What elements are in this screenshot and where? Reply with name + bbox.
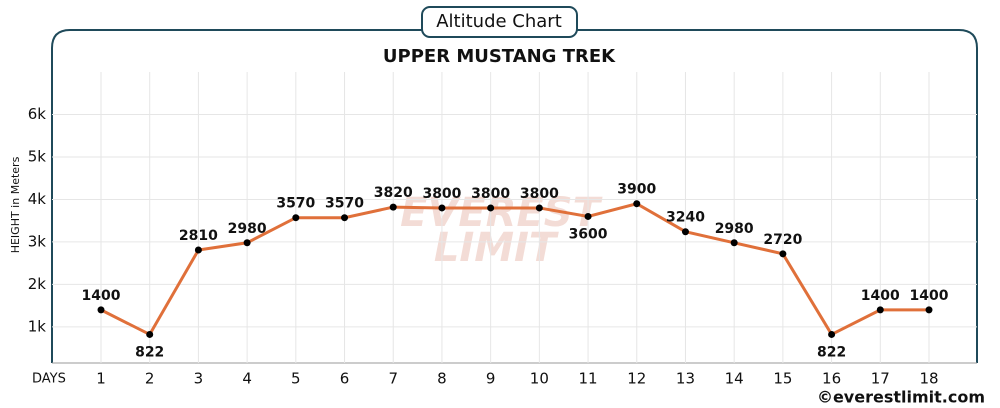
x-axis-label: DAYS <box>32 372 66 387</box>
data-label: 3800 <box>520 186 559 202</box>
marker <box>438 204 446 212</box>
data-label: 3600 <box>569 226 608 242</box>
x-tick-label: 2 <box>145 370 155 388</box>
marker <box>779 250 787 258</box>
x-tick-label: 14 <box>725 370 744 388</box>
x-tick-label: 12 <box>627 370 646 388</box>
data-label: 2810 <box>179 228 218 244</box>
y-tick-label: 2k <box>28 275 47 293</box>
x-tick-label: 8 <box>437 370 447 388</box>
chart-title: UPPER MUSTANG TREK <box>383 46 616 67</box>
y-axis-label: HEIGHT in Meters <box>9 156 22 253</box>
footer: ©everestlimit.com <box>817 388 985 407</box>
data-label: 3240 <box>666 210 705 226</box>
marker <box>292 214 300 222</box>
data-label: 822 <box>817 344 846 360</box>
data-label: 1400 <box>82 288 121 304</box>
header-box <box>421 6 578 38</box>
x-tick-label: 1 <box>96 370 106 388</box>
x-tick-label: 18 <box>919 370 938 388</box>
data-label: 1400 <box>861 288 900 304</box>
data-label: 3570 <box>325 196 364 212</box>
marker <box>97 306 105 314</box>
x-tick-label: 9 <box>486 370 496 388</box>
y-tick-label: 6k <box>28 105 47 123</box>
data-label: 2980 <box>228 221 267 237</box>
data-label: 3820 <box>374 185 413 201</box>
x-tick-label: 15 <box>773 370 792 388</box>
marker <box>535 204 543 212</box>
marker <box>243 239 251 247</box>
data-label: 3800 <box>422 186 461 202</box>
marker <box>487 204 495 212</box>
marker <box>730 239 738 247</box>
marker <box>146 330 154 338</box>
y-tick-label: 3k <box>28 232 47 250</box>
x-tick-label: 3 <box>194 370 204 388</box>
x-tick-label: 5 <box>291 370 301 388</box>
data-label: 3800 <box>471 186 510 202</box>
data-label: 822 <box>135 344 164 360</box>
data-label: 3570 <box>276 196 315 212</box>
marker <box>828 330 836 338</box>
x-tick-label: 4 <box>242 370 252 388</box>
data-label: 3900 <box>617 182 656 198</box>
y-tick-label: 4k <box>28 190 47 208</box>
x-tick-label: 10 <box>530 370 549 388</box>
x-tick-label: 13 <box>676 370 695 388</box>
marker <box>341 214 349 222</box>
marker <box>925 306 933 314</box>
line <box>100 202 929 337</box>
data-label: 2720 <box>763 232 802 248</box>
data-label: 1400 <box>910 288 949 304</box>
marker <box>633 200 641 208</box>
watermark: LIMIT <box>434 225 559 271</box>
marker <box>194 246 202 254</box>
y-tick-label: 1k <box>28 317 47 335</box>
marker <box>584 212 592 220</box>
x-tick-label: 16 <box>822 370 841 388</box>
marker <box>876 306 884 314</box>
marker <box>681 228 689 236</box>
marker <box>389 203 397 211</box>
header: Altitude Chart <box>436 11 562 32</box>
x-tick-label: 11 <box>579 370 598 388</box>
data-label: 2980 <box>715 221 754 237</box>
x-tick-label: 6 <box>340 370 350 388</box>
x-tick-label: 17 <box>871 370 890 388</box>
x-tick-label: 7 <box>388 370 398 388</box>
y-tick-label: 5k <box>28 147 47 165</box>
